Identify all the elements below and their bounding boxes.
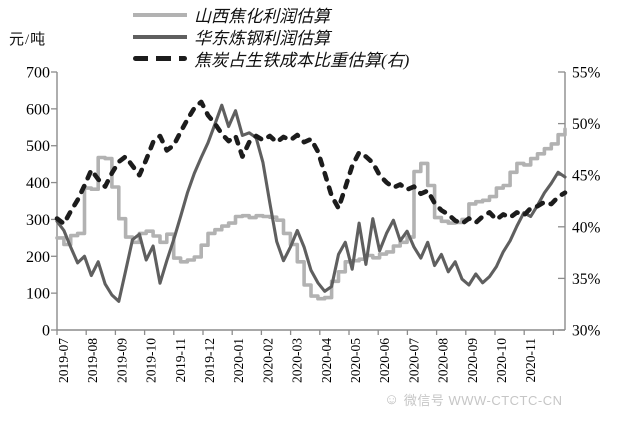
legend-label-huadong: 华东炼钢利润估算 — [194, 29, 330, 48]
legend-line-sample-dashed-black — [133, 56, 187, 61]
y-axis-left-tick-label: 200 — [26, 249, 50, 266]
y-axis-right-tick-label: 50% — [572, 116, 601, 133]
series-line-shanxi — [55, 127, 567, 301]
watermark: ☺ 微信号 WWW-CTCTC-CN — [384, 390, 563, 409]
x-axis-month-label: 2020-07 — [406, 338, 421, 383]
x-axis-month-label: 2020-02 — [260, 338, 275, 383]
watermark-text: 微信号 WWW-CTCTC-CN — [403, 393, 563, 408]
x-axis-month-label: 2019-11 — [173, 338, 188, 383]
x-axis-month-label: 2019-10 — [144, 338, 159, 383]
y-axis-right-tick-label: 35% — [572, 271, 601, 288]
left-axis-unit-label: 元/吨 — [9, 32, 47, 48]
legend-item-huadong: 华东炼钢利润估算 — [133, 26, 409, 48]
y-axis-left-tick-label: 100 — [26, 286, 50, 303]
chart-legend: 山西焦化利润估算 华东炼钢利润估算 焦炭占生铁成本比重估算(右) — [133, 4, 410, 70]
y-axis-left-tick-label: 600 — [26, 101, 50, 118]
y-axis-right-tick-label: 45% — [572, 168, 601, 185]
x-axis-month-label: 2019-12 — [202, 338, 217, 383]
y-axis-left-tick-label: 400 — [26, 175, 50, 192]
series-line-coke_share — [54, 99, 568, 226]
y-axis-right-tick-label: 55% — [572, 65, 601, 82]
y-axis-right-tick-label: 30% — [572, 323, 601, 340]
legend-item-coke-share: 焦炭占生铁成本比重估算(右) — [133, 48, 410, 70]
y-axis-right-tick-label: 40% — [572, 219, 601, 236]
x-axis-month-label: 2020-09 — [465, 338, 480, 383]
y-axis-left-tick-label: 0 — [42, 323, 50, 340]
x-axis-month-label: 2020-08 — [436, 338, 451, 383]
x-axis-month-label: 2020-06 — [377, 338, 392, 383]
series-line-huadong — [55, 103, 567, 303]
legend-line-sample-dark-gray — [133, 34, 187, 39]
x-axis-month-label: 2020-05 — [348, 338, 363, 383]
y-axis-left-tick-label: 300 — [26, 212, 50, 229]
x-axis-month-label: 2020-03 — [290, 338, 305, 383]
wechat-smiley-icon: ☺ — [384, 391, 400, 408]
y-axis-left-tick-label: 500 — [26, 138, 50, 155]
x-axis-month-label: 2020-04 — [319, 338, 334, 383]
x-axis-month-label: 2019-09 — [114, 338, 129, 383]
legend-label-shanxi: 山西焦化利润估算 — [194, 7, 330, 26]
y-axis-left-tick-label: 700 — [26, 65, 50, 82]
legend-line-sample-light-gray — [133, 12, 187, 17]
x-axis-month-label: 2019-07 — [56, 338, 71, 383]
legend-label-coke-share: 焦炭占生铁成本比重估算(右) — [194, 51, 410, 70]
x-axis-month-label: 2020-10 — [494, 338, 509, 383]
x-axis-month-label: 2019-08 — [85, 338, 100, 383]
legend-item-shanxi: 山西焦化利润估算 — [133, 4, 409, 26]
x-axis-month-label: 2020-01 — [231, 338, 246, 383]
x-axis-month-label: 2020-11 — [523, 338, 538, 383]
